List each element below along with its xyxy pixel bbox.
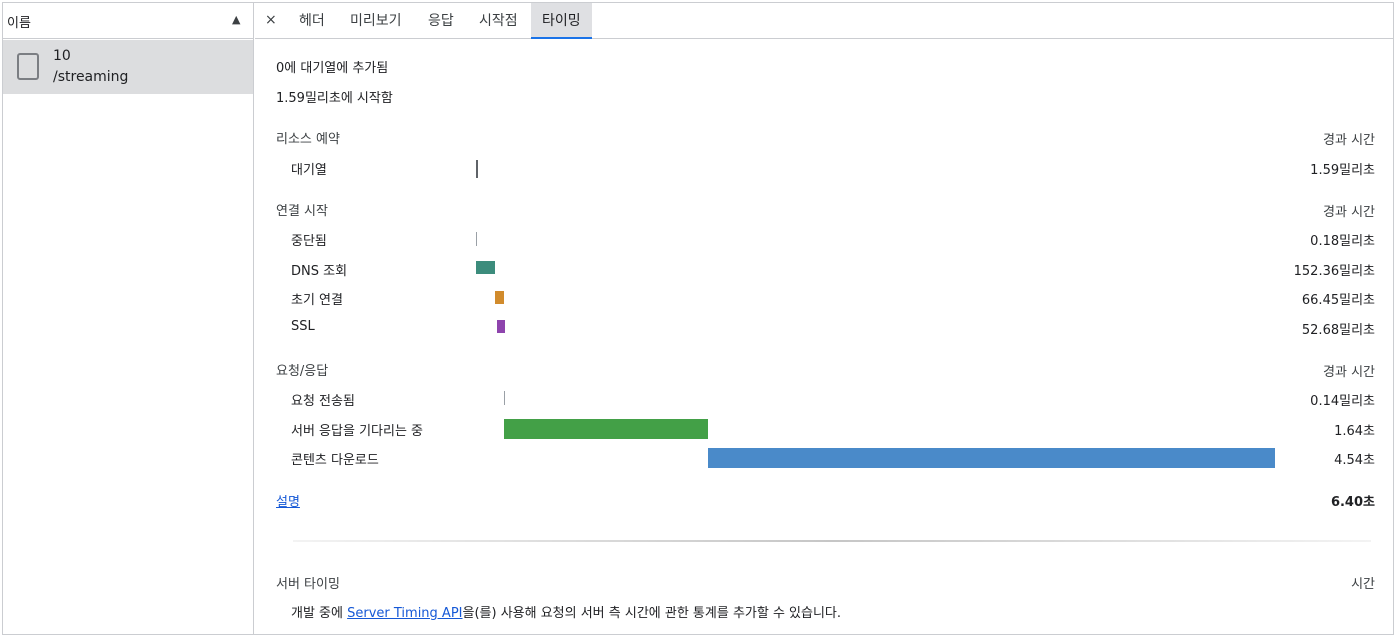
tab-headers[interactable]: 헤더: [299, 13, 325, 29]
started-at-text: 1.59밀리초에 시작함: [276, 91, 393, 106]
server-timing-column: 시간: [1351, 577, 1375, 592]
document-icon: [17, 53, 39, 80]
section-column-elapsed: 경과 시간: [1323, 365, 1375, 380]
timing-bar-initial-connection: [495, 291, 504, 304]
tab-response[interactable]: 응답: [428, 13, 454, 29]
tab-preview[interactable]: 미리보기: [350, 13, 402, 29]
section-column-elapsed: 경과 시간: [1323, 133, 1375, 148]
timing-bar-waiting-server: [503, 419, 709, 439]
tab-bar: × 헤더 미리보기 응답 시작점 타이밍: [255, 3, 1393, 39]
row-value: 152.36밀리초: [1293, 264, 1375, 279]
row-label: DNS 조회: [291, 264, 348, 279]
queued-at-text: 0에 대기열에 추가됨: [276, 61, 389, 76]
details-panel: × 헤더 미리보기 응답 시작점 타이밍 0에 대기열에 추가됨 1.59밀리초…: [255, 3, 1393, 634]
row-label: 요청 전송됨: [291, 394, 355, 409]
explanation-link[interactable]: 설명: [276, 495, 300, 510]
server-timing-description: 개발 중에 Server Timing API을(를) 사용해 요청의 서버 측…: [291, 602, 841, 621]
name-column-header[interactable]: 이름 ▲: [3, 3, 253, 39]
row-label: 초기 연결: [291, 293, 343, 308]
timing-bar-stalled: [476, 232, 478, 246]
request-path: /streaming: [53, 69, 129, 85]
timing-bar-dns-lookup: [476, 261, 496, 274]
sort-ascending-icon[interactable]: ▲: [232, 13, 241, 26]
timing-bar-content-download: [708, 448, 1276, 468]
row-value: 0.18밀리초: [1310, 234, 1375, 249]
row-label: 중단됨: [291, 234, 327, 249]
row-value: 66.45밀리초: [1301, 293, 1375, 308]
desc-text: 을(를) 사용해 요청의 서버 측 시간에 관한 통계를 추가할 수 있습니다.: [462, 606, 842, 621]
row-label: 서버 응답을 기다리는 중: [291, 424, 423, 439]
row-value: 4.54초: [1334, 453, 1375, 468]
tab-initiator[interactable]: 시작점: [479, 13, 518, 29]
request-id: 10: [53, 48, 71, 64]
section-divider: [293, 540, 1371, 542]
total-time: 6.40초: [1330, 495, 1375, 510]
desc-text: 개발 중에: [291, 606, 348, 621]
name-column-label: 이름: [7, 16, 31, 31]
close-icon[interactable]: ×: [265, 12, 277, 28]
section-title-request-response: 요청/응답: [276, 364, 329, 379]
request-row[interactable]: 10 /streaming: [3, 40, 253, 94]
server-timing-api-link[interactable]: Server Timing API: [347, 606, 463, 621]
row-label: 대기열: [291, 163, 327, 178]
tab-timing[interactable]: 타이밍: [531, 3, 592, 39]
row-value: 1.59밀리초: [1310, 163, 1375, 178]
timing-bar-request-sent: [503, 391, 505, 405]
row-value: 52.68밀리초: [1301, 323, 1375, 338]
section-column-elapsed: 경과 시간: [1323, 205, 1375, 220]
section-title-connection-start: 연결 시작: [276, 204, 328, 219]
request-list-panel: 이름 ▲ 10 /streaming: [3, 3, 254, 634]
row-label: SSL: [291, 319, 315, 334]
row-label: 콘텐츠 다운로드: [291, 453, 379, 468]
row-value: 0.14밀리초: [1310, 394, 1375, 409]
server-timing-title: 서버 타이밍: [276, 577, 340, 592]
section-title-resource-scheduling: 리소스 예약: [276, 132, 340, 147]
timing-bar-queueing: [476, 160, 478, 178]
row-value: 1.64초: [1334, 424, 1375, 439]
timing-bar-ssl: [496, 320, 505, 333]
